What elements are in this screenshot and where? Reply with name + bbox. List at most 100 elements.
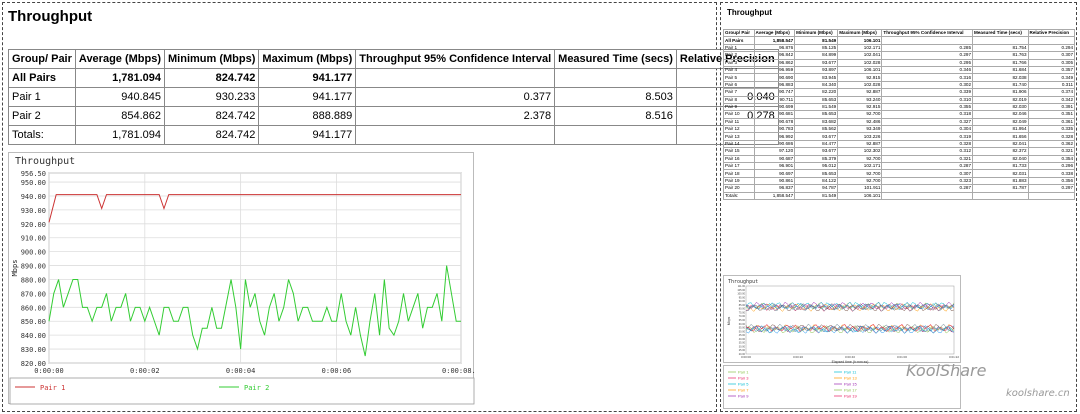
small-row-label-cell: Pair 20	[723, 184, 755, 193]
plot-area	[48, 172, 462, 364]
small-value-cell: 0.297	[881, 51, 974, 60]
small-value-cell: 0.354	[1027, 154, 1076, 164]
mini-legend-entry: Pair 19	[844, 394, 857, 399]
small-value-cell: 103.226	[837, 132, 883, 141]
mini-y-tick: 80.00	[739, 308, 746, 311]
small-value-cell: 1,858.547	[753, 36, 796, 45]
small-value-cell: 0.316	[881, 73, 974, 82]
small-value-cell	[881, 191, 974, 201]
mini-x-tick: 0:01:22	[949, 355, 959, 359]
small-value-cell: 106.101	[837, 191, 883, 201]
small-value-cell: 102.171	[837, 162, 883, 171]
small-row-label-cell: Pair 8	[723, 95, 755, 104]
small-value-cell: 82.031	[972, 169, 1029, 178]
small-value-cell: 82.019	[972, 95, 1029, 104]
mini-y-tick: 60.00	[739, 323, 746, 326]
small-value-cell: 0.327	[881, 117, 974, 127]
small-value-cell: 102.041	[837, 51, 883, 60]
small-value-cell: 82.046	[972, 110, 1029, 119]
mini-plot-area	[745, 285, 955, 355]
small-row-label-cell: Pair 9	[723, 102, 755, 112]
small-value-cell: 83.945	[794, 73, 839, 82]
value-cell: 2.378	[355, 106, 556, 126]
small-column-header: Measured Time (secs)	[972, 28, 1029, 38]
mini-y-tick: 30.00	[739, 345, 746, 348]
small-value-cell: 0.295	[881, 58, 974, 67]
small-column-header: Group/ Pair	[723, 28, 755, 38]
small-value-cell: 85.125	[794, 43, 839, 53]
column-header: Average (Mbps)	[74, 49, 166, 69]
small-value-cell: 0.321	[1027, 147, 1076, 156]
mini-y-tick: 70.00	[739, 315, 746, 318]
value-cell: 824.742	[164, 106, 260, 126]
small-value-cell: 96.883	[753, 80, 796, 90]
small-row-label-cell: Pair 5	[723, 73, 755, 82]
small-value-cell: 85.379	[794, 154, 839, 164]
small-value-cell: 0.338	[1027, 169, 1076, 178]
y-tick-label: 830.00	[21, 346, 46, 354]
value-cell: 0.377	[355, 87, 556, 107]
small-row-label-cell: Pair 6	[723, 80, 755, 90]
column-header: Group/ Pair	[8, 49, 76, 69]
small-value-cell: 0.312	[881, 147, 974, 156]
y-tick-label: 940.00	[21, 193, 46, 201]
mini-chart-legend: Pair 1 Pair 3 Pair 5 Pair 7 Pair 9 Pair 11 Pai…	[723, 365, 961, 409]
small-value-cell: 83.682	[794, 117, 839, 127]
small-value-cell: 90.681	[753, 110, 796, 119]
right-report-panel: Throughput Group/ Pair Average (Mbps) Mini…	[720, 2, 1077, 412]
small-value-cell: 0.361	[1027, 117, 1076, 127]
small-value-cell: 81.906	[972, 88, 1029, 97]
small-row-label-cell: Pair 3	[723, 58, 755, 67]
row-label-cell: Pair 2	[8, 106, 76, 126]
value-cell: 8.503	[554, 87, 677, 107]
small-value-cell: 0.339	[881, 88, 974, 97]
value-cell	[355, 125, 556, 145]
small-value-cell: 82.041	[972, 139, 1029, 149]
y-tick-label: 850.00	[21, 318, 46, 326]
value-cell: 824.742	[164, 68, 260, 88]
mini-legend-entry: Pair 9	[738, 394, 749, 399]
mini-legend-entry: Pair 11	[844, 370, 857, 375]
mini-series-line	[745, 325, 955, 334]
small-value-cell: 94.787	[794, 184, 839, 193]
small-row-label-cell: Pair 10	[723, 110, 755, 119]
x-tick-label: 0:00:00	[34, 367, 64, 375]
small-value-cell: 0.307	[881, 169, 974, 178]
small-column-header: Relative Precision	[1027, 28, 1076, 38]
small-row-label-cell: Pair 12	[723, 125, 755, 134]
y-tick-label: 890.00	[21, 263, 46, 271]
value-cell: 8.516	[554, 106, 677, 126]
small-table-row: Pair 19 90.861 84.122 92.700 0.323 81.883 0.35…	[723, 176, 1076, 186]
small-row-label-cell: Pair 19	[723, 176, 755, 186]
small-value-cell: 82.030	[972, 102, 1029, 112]
small-table-row: Pair 4 96.959 93.897 106.101 0.346 81.684 0.35…	[723, 65, 1076, 75]
small-value-cell: 84.122	[794, 176, 839, 186]
small-value-cell: 93.677	[794, 147, 839, 156]
mini-series-line	[745, 303, 955, 312]
small-value-cell: 85.562	[794, 125, 839, 134]
small-value-cell: 0.349	[1027, 73, 1076, 82]
small-column-header: Average (Mbps)	[753, 28, 796, 38]
column-header: Measured Time (secs)	[554, 49, 677, 69]
small-row-label-cell: Pair 1	[723, 43, 755, 53]
small-value-cell: 84.899	[794, 51, 839, 60]
small-value-cell: 92.915	[837, 102, 883, 112]
series-line-pair-1	[48, 194, 461, 223]
small-table-row: Pair 14 90.686 84.477 92.887 0.328 82.041 0.36…	[723, 139, 1076, 149]
small-value-cell: 81.763	[972, 51, 1029, 60]
small-table-row: Pair 1 96.876 85.125 102.171 0.285 81.754 0.29…	[723, 43, 1076, 53]
small-value-cell: 106.101	[837, 36, 883, 45]
small-table-row: Pair 9 90.699 81.549 92.915 0.355 82.030 0.391	[723, 102, 1076, 112]
small-value-cell: 0.302	[881, 80, 974, 90]
column-header: Minimum (Mbps)	[164, 49, 260, 69]
small-value-cell: 0.307	[1027, 51, 1076, 60]
small-value-cell	[881, 36, 974, 45]
small-table-row: Pair 2 96.842 84.899 102.041 0.297 81.763 0.30…	[723, 51, 1076, 60]
small-value-cell: 92.700	[837, 154, 883, 164]
small-value-cell: 82.372	[972, 147, 1029, 156]
mini-y-tick: 50.00	[739, 330, 746, 333]
mini-y-tick: 35.00	[739, 342, 746, 345]
y-tick-label: 950.00	[21, 179, 46, 187]
small-value-cell: 0.328	[1027, 132, 1076, 141]
